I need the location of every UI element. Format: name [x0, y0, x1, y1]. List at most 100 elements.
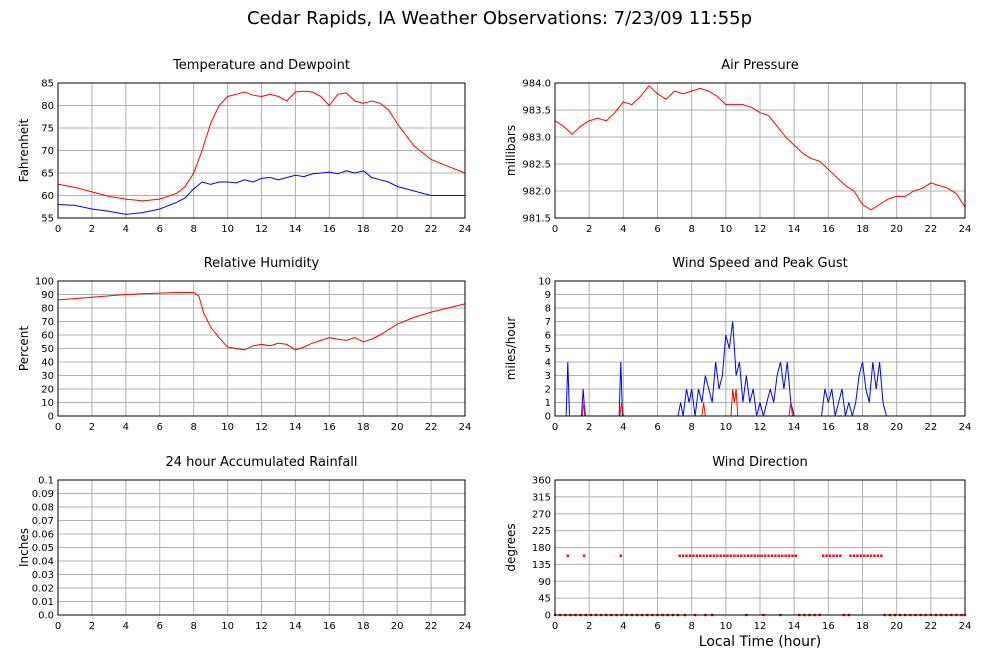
x-tick-label: 18 [357, 224, 370, 235]
data-point [705, 554, 709, 557]
panel-title: Air Pressure [721, 58, 799, 73]
y-tick-label: 0 [48, 412, 54, 423]
x-tick-label: 2 [586, 621, 592, 632]
x-tick-label: 6 [157, 422, 163, 433]
x-tick-label: 0 [55, 224, 61, 235]
y-tick-label: 981.5 [522, 214, 551, 225]
y-tick-label: 10 [41, 398, 54, 409]
data-point [719, 554, 722, 557]
data-point [767, 554, 770, 557]
y-tick-label: 40 [41, 358, 54, 369]
data-point [784, 554, 787, 557]
x-tick-label: 8 [190, 621, 196, 632]
series-line-blue [555, 321, 965, 417]
data-point [722, 554, 726, 557]
y-tick-label: 65 [41, 169, 54, 180]
x-tick-label: 22 [924, 224, 937, 235]
x-tick-label: 20 [890, 422, 903, 433]
data-point [876, 554, 880, 557]
x-tick-label: 6 [654, 621, 660, 632]
y-tick-label: 7 [545, 317, 551, 328]
data-point [692, 554, 695, 557]
x-tick-label: 4 [123, 422, 129, 433]
data-point [794, 554, 798, 557]
y-tick-label: 982.5 [522, 160, 551, 171]
y-tick-label: 315 [532, 492, 551, 503]
data-point [835, 554, 839, 557]
x-tick-label: 2 [586, 422, 592, 433]
x-tick-label: 12 [255, 224, 268, 235]
x-tick-label: 20 [391, 224, 404, 235]
x-tick-label: 22 [425, 224, 438, 235]
data-point [702, 554, 705, 557]
y-tick-label: 0.0 [38, 611, 54, 622]
data-point [832, 554, 835, 557]
y-tick-label: 1 [545, 398, 551, 409]
y-tick-label: 0 [545, 611, 551, 622]
y-tick-label: 55 [41, 214, 54, 225]
y-axis-label: degrees [504, 523, 518, 571]
plot-frame [57, 280, 466, 417]
data-point [743, 554, 746, 557]
data-point [746, 554, 750, 557]
x-tick-label: 16 [323, 224, 336, 235]
x-tick-label: 8 [688, 621, 694, 632]
x-tick-label: 18 [357, 621, 370, 632]
y-tick-label: 0.04 [32, 557, 54, 568]
data-point [856, 554, 859, 557]
y-tick-label: 50 [41, 344, 54, 355]
x-tick-label: 10 [719, 224, 732, 235]
data-point [777, 554, 780, 557]
y-axis-label: Fahrenheit [17, 118, 31, 182]
y-tick-label: 0.09 [32, 489, 54, 500]
y-tick-label: 70 [41, 317, 54, 328]
series-line-red [554, 84, 966, 211]
x-tick-label: 20 [391, 621, 404, 632]
data-point [763, 554, 767, 557]
x-tick-label: 18 [357, 422, 370, 433]
data-point [678, 554, 681, 557]
x-tick-label: 6 [157, 621, 163, 632]
x-tick-label: 24 [459, 621, 472, 632]
series-line-red [57, 90, 466, 202]
data-point [750, 554, 753, 557]
series-line-red [57, 292, 466, 351]
x-tick-label: 12 [754, 621, 767, 632]
series-line-blue [57, 170, 465, 215]
x-tick-label: 10 [221, 224, 234, 235]
data-point [619, 554, 622, 557]
y-tick-label: 80 [41, 304, 54, 315]
data-point [852, 554, 856, 557]
y-tick-label: 0.08 [32, 503, 54, 514]
data-point [740, 554, 743, 557]
panel-title: Temperature and Dewpoint [172, 58, 350, 73]
x-tick-label: 22 [924, 621, 937, 632]
y-tick-label: 225 [532, 526, 551, 537]
data-point [582, 554, 586, 557]
x-tick-label: 8 [688, 224, 694, 235]
plot-frame [554, 280, 966, 417]
y-tick-label: 2 [545, 385, 551, 396]
x-tick-label: 18 [856, 621, 869, 632]
x-tick-label: 4 [620, 224, 626, 235]
x-tick-label: 24 [959, 621, 972, 632]
x-tick-label: 24 [959, 422, 972, 433]
x-tick-label: 24 [459, 224, 472, 235]
x-tick-label: 2 [89, 422, 95, 433]
x-tick-label: 0 [552, 224, 558, 235]
x-tick-label: 14 [788, 224, 801, 235]
x-tick-label: 14 [788, 422, 801, 433]
data-point [709, 554, 712, 557]
data-point [866, 554, 869, 557]
x-tick-label: 10 [221, 621, 234, 632]
x-tick-label: 20 [391, 422, 404, 433]
plot-frame [57, 82, 466, 219]
y-tick-label: 60 [41, 331, 54, 342]
data-point [869, 554, 873, 557]
data-point [791, 554, 794, 557]
y-tick-label: 5 [545, 344, 551, 355]
y-tick-label: 0.03 [32, 570, 54, 581]
